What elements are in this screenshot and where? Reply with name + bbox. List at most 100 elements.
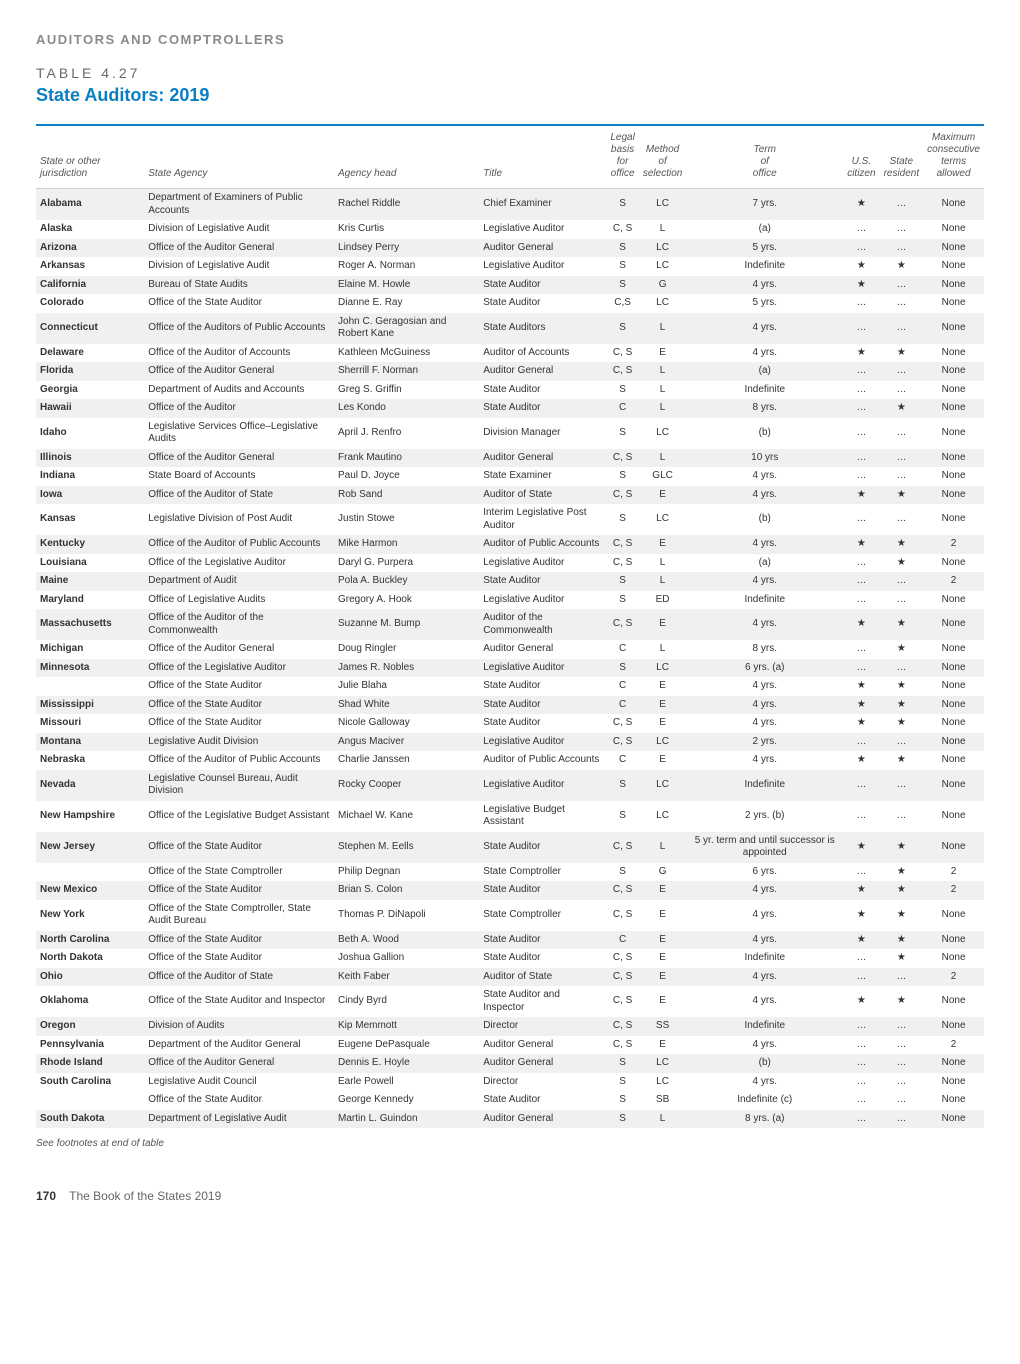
table-cell: … [843,591,879,610]
table-cell: … [843,362,879,381]
table-cell: Legislative Auditor [479,220,606,239]
table-cell: L [639,220,686,239]
table-cell: ★ [843,900,879,931]
table-cell: ★ [843,344,879,363]
table-cell: 4 yrs. [686,931,843,950]
table-cell: 4 yrs. [686,714,843,733]
table-cell: … [880,467,924,486]
table-cell: State Auditor [479,294,606,313]
table-cell: … [880,968,924,987]
table-cell: 7 yrs. [686,189,843,221]
table-number: TABLE 4.27 [36,65,984,81]
table-cell: Georgia [36,381,144,400]
table-cell: Indefinite [686,381,843,400]
table-cell: Shad White [334,696,479,715]
table-cell: 2 [923,572,984,591]
table-cell: 4 yrs. [686,467,843,486]
table-cell: Division Manager [479,418,606,449]
table-cell: Bureau of State Audits [144,276,334,295]
table-cell: ★ [880,399,924,418]
table-cell: State Comptroller [479,863,606,882]
table-cell: 6 yrs. [686,863,843,882]
table-cell: Oregon [36,1017,144,1036]
table-row: New JerseyOffice of the State AuditorSte… [36,832,984,863]
table-cell: Department of Examiners of Public Accoun… [144,189,334,221]
table-cell: S [606,418,638,449]
table-cell: C, S [606,554,638,573]
table-cell: Office of the Auditor General [144,362,334,381]
table-cell: C [606,640,638,659]
table-cell: Office of the State Auditor [144,931,334,950]
table-cell: Cindy Byrd [334,986,479,1017]
table-cell: 5 yr. term and until successor is appoin… [686,832,843,863]
table-cell: None [923,220,984,239]
table-cell: C, S [606,714,638,733]
table-row: ConnecticutOffice of the Auditors of Pub… [36,313,984,344]
table-cell: E [639,535,686,554]
table-row: IllinoisOffice of the Auditor GeneralFra… [36,449,984,468]
table-cell: Auditor of Accounts [479,344,606,363]
book-title: The Book of the States 2019 [69,1189,221,1203]
table-row: KansasLegislative Division of Post Audit… [36,504,984,535]
table-cell: None [923,1091,984,1110]
table-cell: … [843,1036,879,1055]
table-cell: Dennis E. Hoyle [334,1054,479,1073]
table-cell: S [606,239,638,258]
table-cell: … [843,220,879,239]
table-cell: Office of the Legislative Budget Assista… [144,801,334,832]
column-header: State Agency [144,125,334,189]
table-cell: 4 yrs. [686,1036,843,1055]
table-cell: Office of the State Auditor and Inspecto… [144,986,334,1017]
table-cell: Stephen M. Eells [334,832,479,863]
table-cell: Earle Powell [334,1073,479,1092]
table-cell: None [923,399,984,418]
table-cell: None [923,486,984,505]
table-cell: C [606,399,638,418]
table-cell: E [639,931,686,950]
table-cell [36,677,144,696]
table-cell: … [880,1054,924,1073]
table-cell: C, S [606,1036,638,1055]
table-cell: Legislative Division of Post Audit [144,504,334,535]
table-cell: Director [479,1073,606,1092]
table-cell: None [923,1054,984,1073]
table-cell: April J. Renfro [334,418,479,449]
table-cell: L [639,1110,686,1129]
table-row: North DakotaOffice of the State AuditorJ… [36,949,984,968]
table-cell: ★ [843,881,879,900]
table-cell: … [843,418,879,449]
table-cell: Minnesota [36,659,144,678]
table-cell: … [880,313,924,344]
table-cell: Legislative Audit Division [144,733,334,752]
table-cell: George Kennedy [334,1091,479,1110]
table-cell: Thomas P. DiNapoli [334,900,479,931]
table-cell: Iowa [36,486,144,505]
table-cell: None [923,751,984,770]
table-row: North CarolinaOffice of the State Audito… [36,931,984,950]
table-cell: ★ [880,677,924,696]
table-cell: C, S [606,949,638,968]
table-cell: None [923,554,984,573]
table-cell: G [639,863,686,882]
table-cell: L [639,381,686,400]
column-header: Agency head [334,125,479,189]
table-cell: North Carolina [36,931,144,950]
table-cell: Office of the Auditor of the Commonwealt… [144,609,334,640]
table-cell: Sherrill F. Norman [334,362,479,381]
table-cell: Michigan [36,640,144,659]
table-cell: None [923,609,984,640]
table-cell: Eugene DePasquale [334,1036,479,1055]
table-cell: 2 [923,968,984,987]
table-row: ArizonaOffice of the Auditor GeneralLind… [36,239,984,258]
table-cell [36,1091,144,1110]
table-row: New YorkOffice of the State Comptroller,… [36,900,984,931]
table-cell: None [923,381,984,400]
table-cell: … [843,640,879,659]
table-cell: 8 yrs. [686,640,843,659]
page-footer: 170 The Book of the States 2019 [36,1189,984,1203]
table-row: CaliforniaBureau of State AuditsElaine M… [36,276,984,295]
table-cell: Office of the State Auditor [144,949,334,968]
table-cell: None [923,313,984,344]
table-cell: … [843,659,879,678]
table-cell: … [880,733,924,752]
